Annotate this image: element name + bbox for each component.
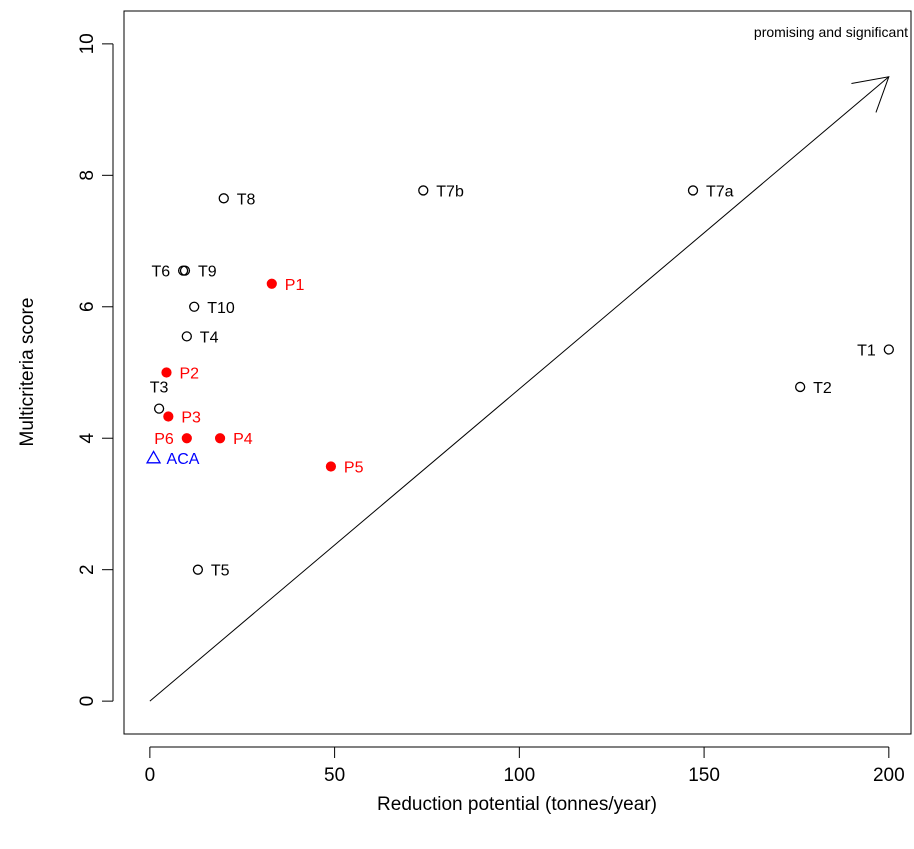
open-circle-marker (418, 185, 429, 196)
filled-circle-marker (214, 433, 226, 444)
point-T8: T8 (218, 191, 256, 208)
point-T7b: T7b (418, 183, 464, 200)
y-tick-label: 10 (77, 33, 98, 54)
point-label: P2 (179, 366, 199, 383)
point-label: T9 (198, 264, 217, 281)
filled-circle-marker (325, 461, 337, 472)
y-tick-label: 2 (77, 564, 98, 575)
open-circle-marker (218, 193, 229, 204)
x-tick-label: 200 (873, 765, 905, 786)
x-axis-label: Reduction potential (tonnes/year) (377, 794, 657, 815)
point-label: T8 (237, 191, 256, 208)
filled-circle-marker (266, 278, 277, 289)
open-triangle-marker (145, 450, 162, 464)
point-label: T7b (436, 183, 464, 200)
point-label: T5 (211, 563, 230, 580)
open-circle-marker (687, 185, 699, 196)
filled-circle-marker (161, 367, 172, 378)
point-label: ACA (167, 451, 200, 468)
point-label: P1 (285, 277, 305, 294)
point-P5: P5 (325, 459, 364, 476)
x-tick-label: 50 (324, 765, 345, 786)
y-axis: 0 2 4 6 8 10 (77, 33, 114, 707)
point-label: T4 (200, 329, 219, 346)
point-label: T2 (813, 380, 832, 397)
point-T5: T5 (192, 563, 230, 580)
annotation-text: promising and significant (754, 24, 908, 40)
point-label: P3 (181, 410, 201, 427)
open-circle-marker (179, 265, 191, 276)
point-T4: T4 (181, 329, 219, 346)
filled-circle-marker (163, 411, 174, 422)
open-circle-marker (883, 344, 894, 355)
point-P4: P4 (214, 431, 253, 448)
point-P3: P3 (163, 410, 201, 427)
filled-circle-marker (181, 433, 192, 444)
open-circle-marker (192, 564, 204, 575)
point-P6: P6 (154, 431, 192, 448)
arrow-shaft (149, 76, 890, 702)
point-ACA: ACA (145, 450, 200, 468)
open-circle-marker (189, 301, 200, 312)
point-label: T6 (151, 264, 170, 281)
open-circle-marker (795, 381, 806, 393)
point-label: T10 (207, 300, 235, 317)
point-T6: T6 (151, 264, 189, 281)
point-P1: P1 (266, 277, 305, 294)
plot-frame (123, 10, 912, 735)
point-label: P4 (233, 431, 253, 448)
point-label: P6 (154, 431, 174, 448)
point-T10: T10 (189, 300, 235, 317)
x-tick-label: 150 (688, 765, 720, 786)
open-circle-marker (153, 403, 165, 414)
y-axis-label: Multicriteria score (17, 298, 38, 447)
x-tick-label: 0 (145, 765, 156, 786)
point-label: P5 (344, 459, 364, 476)
point-label: T1 (857, 342, 876, 359)
point-T7a: T7a (687, 183, 734, 200)
y-tick-label: 6 (77, 301, 98, 312)
data-points: T1 T2 T3 T4 T5 T6 T7a T7b T8 T9 T10 P1 P2 P3 P4 P5 P6 ACA (145, 183, 894, 580)
x-axis: 0 50 100 150 200 (145, 746, 905, 786)
point-T1: T1 (857, 342, 894, 359)
arrow-head (851, 76, 890, 113)
point-T9: T9 (179, 264, 217, 281)
trend-arrow (149, 76, 890, 702)
y-tick-label: 4 (77, 433, 98, 444)
point-label: T3 (150, 380, 169, 397)
point-P2: P2 (161, 366, 199, 383)
x-tick-label: 100 (503, 765, 535, 786)
y-tick-label: 8 (77, 170, 98, 181)
y-tick-label: 0 (77, 696, 98, 707)
point-T3: T3 (150, 380, 169, 414)
point-label: T7a (706, 183, 734, 200)
open-circle-marker (181, 331, 192, 342)
point-T2: T2 (795, 380, 832, 397)
